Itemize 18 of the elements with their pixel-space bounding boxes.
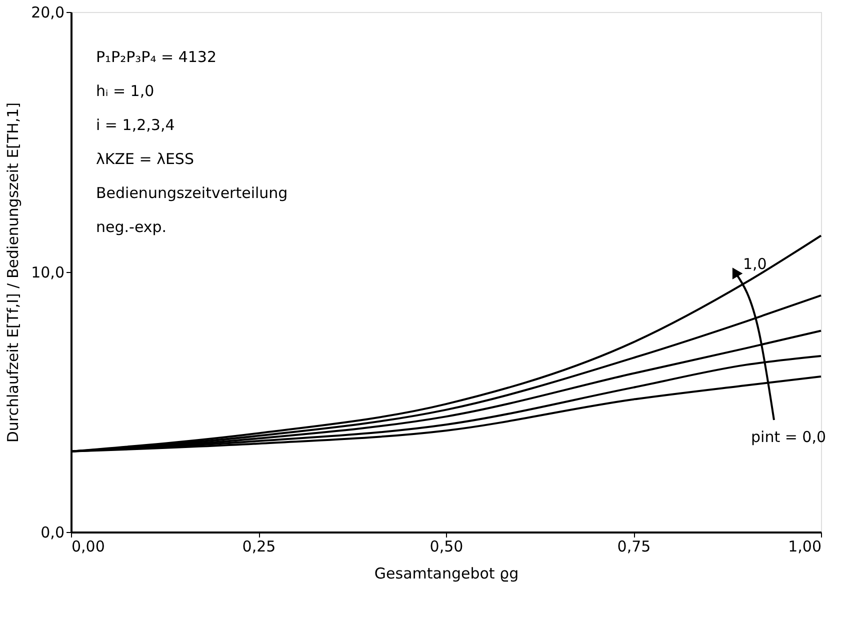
x-tick-label: 0,00 — [72, 538, 105, 556]
annotation: Bedienungszeitverteilung — [96, 184, 288, 202]
y-tick-label: 10,0 — [31, 264, 64, 282]
y-tick-label: 20,0 — [31, 4, 64, 22]
annotation: P₁P₂P₃P₄ = 4132 — [96, 48, 217, 66]
x-axis-title: Gesamtangebot ϱg — [374, 564, 519, 582]
y-tick-label: 0,0 — [40, 524, 64, 542]
annotation: hᵢ = 1,0 — [96, 82, 154, 100]
x-tick-label: 0,75 — [617, 538, 651, 556]
annotation: pint = 0,0 — [751, 428, 826, 446]
x-tick-label: 0,50 — [430, 538, 464, 556]
annotation: i = 1,2,3,4 — [96, 116, 175, 134]
annotation: neg.-exp. — [96, 218, 167, 236]
annotation: 1,0 — [743, 255, 767, 273]
annotation: λKZE = λESS — [96, 150, 194, 168]
x-tick-label: 1,00 — [788, 538, 822, 556]
y-axis-title: Durchlaufzeit E[Tf,I] / Bedienungszeit E[TH,1] — [4, 102, 22, 443]
x-tick-label: 0,25 — [242, 538, 276, 556]
